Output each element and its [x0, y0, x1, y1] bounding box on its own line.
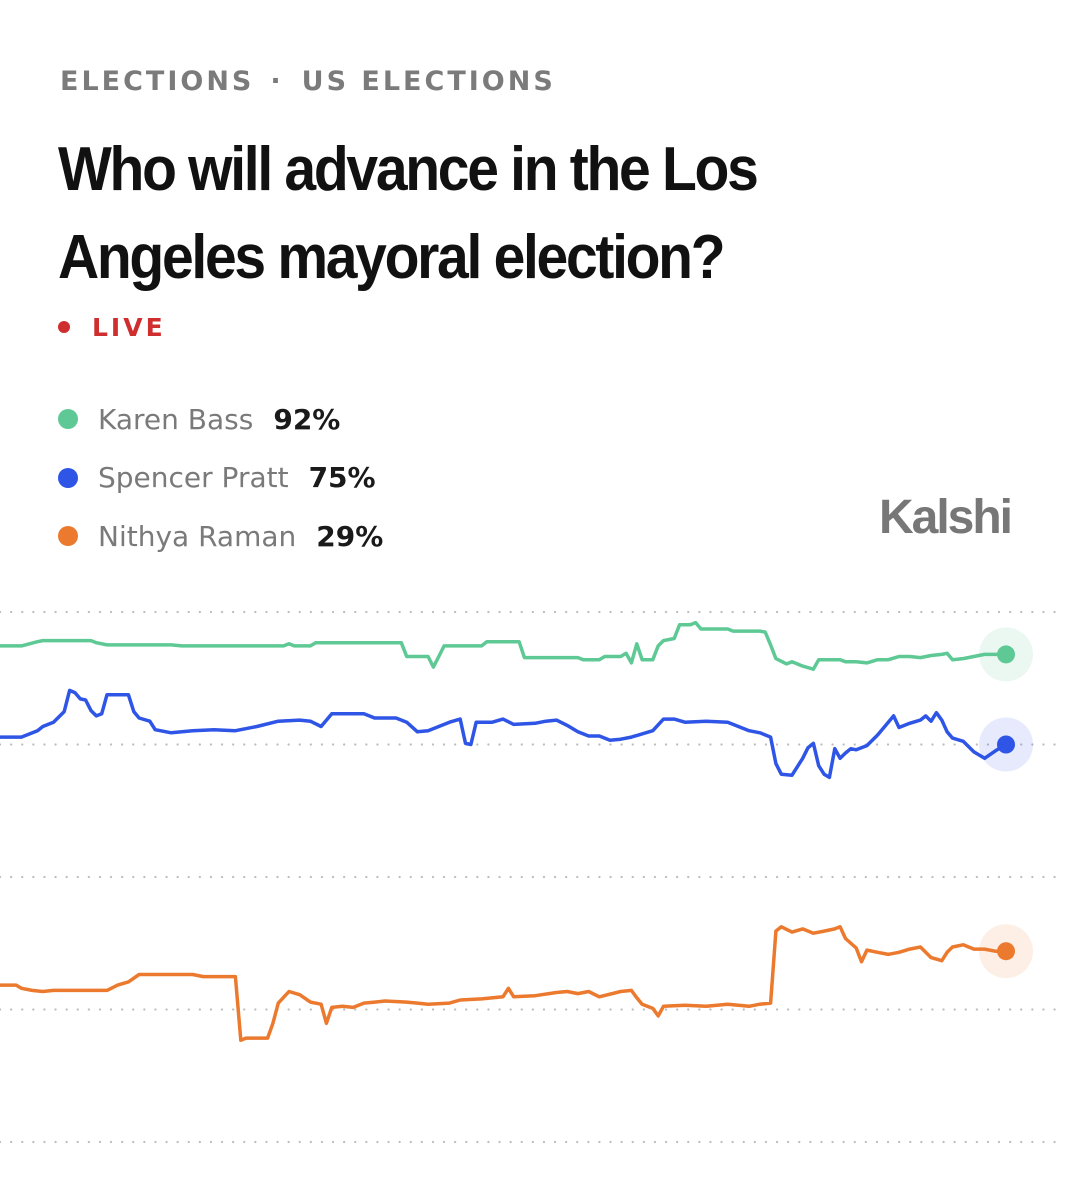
breadcrumb: ELECTIONS · US ELECTIONS	[60, 66, 556, 97]
legend-marker-icon	[58, 409, 78, 430]
breadcrumb-separator: ·	[270, 66, 284, 97]
series-line-nithya-raman	[0, 925, 1008, 1042]
live-dot-icon	[58, 321, 70, 333]
legend-item-nithya-raman[interactable]: Nithya Raman 29%	[58, 507, 383, 566]
legend-item-karen-bass[interactable]: Karen Bass 92%	[58, 390, 383, 449]
series-end-point-karen-bass	[997, 645, 1015, 664]
legend-name: Karen Bass	[98, 402, 254, 436]
legend-value: 75%	[308, 461, 376, 495]
legend-value: 92%	[273, 402, 341, 436]
series-end-point-spencer-pratt	[997, 735, 1015, 754]
legend-value: 29%	[316, 519, 384, 553]
live-label: LIVE	[92, 312, 166, 342]
breadcrumb-us-elections[interactable]: US ELECTIONS	[301, 66, 556, 97]
kalshi-logo: Kalshi	[878, 491, 1013, 544]
page-title: Who will advance in the Los Angeles mayo…	[58, 135, 759, 292]
legend-marker-icon	[58, 467, 78, 488]
series-line-spencer-pratt	[0, 688, 1008, 780]
series-end-point-nithya-raman	[997, 942, 1015, 961]
series-line-karen-bass	[0, 620, 1008, 671]
legend-item-spencer-pratt[interactable]: Spencer Pratt 75%	[58, 449, 383, 508]
line-chart	[0, 610, 1063, 1144]
breadcrumb-elections[interactable]: ELECTIONS	[60, 66, 255, 97]
legend-name: Nithya Raman	[98, 519, 297, 553]
legend-name: Spencer Pratt	[98, 461, 289, 495]
live-indicator: LIVE	[58, 311, 166, 343]
chart-legend: Karen Bass 92% Spencer Pratt 75% Nithya …	[58, 390, 383, 566]
legend-marker-icon	[58, 526, 78, 547]
